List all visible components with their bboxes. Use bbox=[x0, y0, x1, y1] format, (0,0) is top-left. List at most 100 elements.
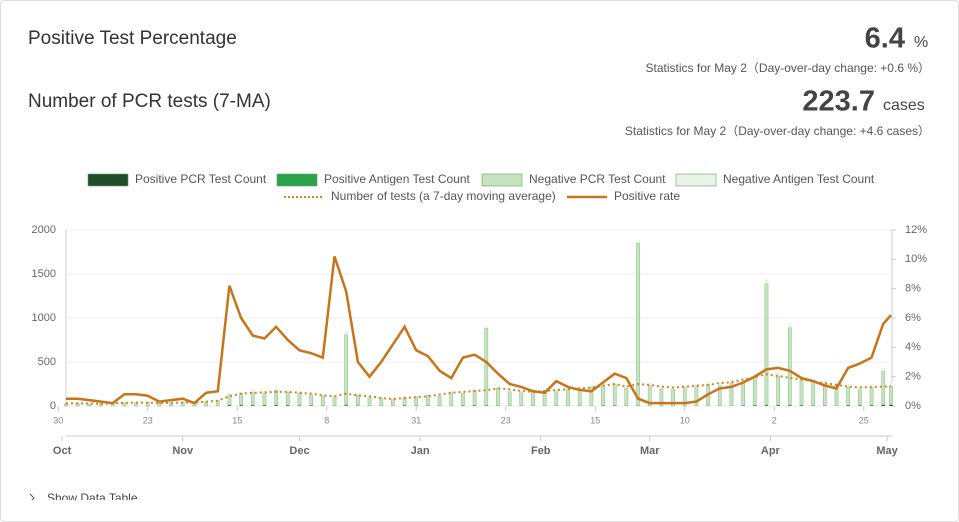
bar bbox=[882, 368, 885, 372]
bar bbox=[520, 390, 523, 392]
bar bbox=[777, 405, 780, 406]
legend-swatch bbox=[277, 174, 317, 186]
y2-tick-label: 2% bbox=[905, 371, 921, 383]
bar bbox=[742, 383, 745, 405]
bar bbox=[531, 391, 534, 406]
show-table[interactable]: Show Data Table bbox=[47, 491, 138, 500]
bar bbox=[847, 387, 850, 405]
bar bbox=[625, 388, 628, 406]
bar bbox=[777, 376, 780, 405]
x-tick-label: 25 bbox=[859, 415, 869, 425]
bar bbox=[543, 393, 546, 406]
bar bbox=[753, 377, 756, 405]
bar bbox=[636, 240, 639, 243]
bar bbox=[520, 393, 523, 406]
bar bbox=[765, 279, 768, 283]
y2-tick-label: 0% bbox=[905, 400, 921, 412]
month-label: Oct bbox=[53, 445, 72, 457]
bar bbox=[450, 392, 453, 405]
bar bbox=[123, 403, 126, 406]
bar bbox=[788, 328, 791, 405]
month-label: Jan bbox=[411, 445, 430, 457]
bar bbox=[636, 243, 639, 406]
bar bbox=[298, 393, 301, 405]
stat-value: 223.7 bbox=[802, 86, 875, 118]
legend-swatch bbox=[482, 174, 522, 186]
bar bbox=[590, 385, 593, 388]
y2-tick-label: 6% bbox=[905, 312, 921, 324]
bar bbox=[800, 380, 803, 406]
bar bbox=[286, 392, 289, 405]
x-tick-label: 23 bbox=[143, 415, 153, 425]
bar bbox=[356, 395, 359, 406]
expand-icon[interactable] bbox=[30, 494, 34, 500]
bar bbox=[356, 393, 359, 395]
stat-note: Statistics for May 2（Day-over-day change… bbox=[625, 124, 930, 138]
bar bbox=[275, 405, 278, 406]
y2-tick-label: 10% bbox=[905, 253, 927, 265]
bar bbox=[251, 405, 254, 406]
month-label: Feb bbox=[531, 445, 551, 457]
y-tick-label: 1500 bbox=[32, 268, 56, 280]
bar bbox=[321, 394, 324, 396]
y-tick-label: 2000 bbox=[32, 224, 56, 236]
y2-tick-label: 8% bbox=[905, 283, 921, 295]
bar bbox=[508, 392, 511, 406]
bar bbox=[858, 390, 861, 406]
bar bbox=[426, 393, 429, 395]
x-tick-label: 10 bbox=[680, 415, 690, 425]
x-tick-label: 15 bbox=[590, 415, 600, 425]
stat-unit: cases bbox=[883, 97, 925, 114]
y-tick-label: 500 bbox=[38, 356, 56, 368]
bar bbox=[788, 405, 791, 406]
bar bbox=[380, 398, 383, 405]
bar bbox=[695, 387, 698, 406]
bar bbox=[485, 328, 488, 405]
bar bbox=[889, 405, 892, 406]
bar bbox=[555, 389, 558, 392]
bar bbox=[882, 371, 885, 404]
chart: Positive Test Percentage 6.4 % Statistic… bbox=[0, 0, 959, 500]
x-tick-label: 8 bbox=[324, 415, 329, 425]
legend-label: Positive Antigen Test Count bbox=[324, 172, 471, 186]
bar bbox=[601, 386, 604, 405]
y2-tick-label: 12% bbox=[905, 224, 927, 236]
bar bbox=[88, 404, 91, 406]
bar bbox=[251, 392, 254, 405]
bar bbox=[788, 324, 791, 328]
bar bbox=[310, 395, 313, 406]
bar bbox=[847, 384, 850, 387]
stat-unit: % bbox=[914, 34, 928, 51]
legend-label: Positive rate bbox=[614, 189, 680, 203]
y-tick-label: 1000 bbox=[32, 312, 56, 324]
legend-label: Positive PCR Test Count bbox=[135, 172, 267, 186]
legend-label: Number of tests (a 7-day moving average) bbox=[331, 189, 556, 203]
bar bbox=[496, 388, 499, 406]
legend-swatch bbox=[88, 174, 128, 186]
stat-value: 6.4 bbox=[865, 23, 905, 55]
stat-title: Positive Test Percentage bbox=[28, 28, 237, 49]
stat-title: Number of PCR tests (7-MA) bbox=[28, 91, 271, 112]
x-tick-label: 2 bbox=[772, 415, 777, 425]
x-tick-label: 15 bbox=[232, 415, 242, 425]
legend-label: Negative PCR Test Count bbox=[529, 172, 666, 186]
bar bbox=[240, 394, 243, 405]
bar bbox=[870, 405, 873, 406]
bar bbox=[578, 390, 581, 406]
x-tick-label: 31 bbox=[411, 415, 421, 425]
bar bbox=[889, 386, 892, 404]
bar bbox=[345, 331, 348, 335]
bar bbox=[555, 392, 558, 406]
month-label: May bbox=[876, 445, 898, 457]
bar bbox=[461, 393, 464, 405]
bar bbox=[228, 405, 231, 406]
bar bbox=[368, 397, 371, 405]
bar bbox=[333, 397, 336, 406]
bar bbox=[345, 405, 348, 406]
bar bbox=[158, 403, 161, 406]
bar bbox=[286, 405, 289, 406]
bar bbox=[765, 405, 768, 406]
x-tick-label: 30 bbox=[53, 415, 63, 425]
bar bbox=[240, 405, 243, 406]
x-tick-label: 23 bbox=[501, 415, 511, 425]
